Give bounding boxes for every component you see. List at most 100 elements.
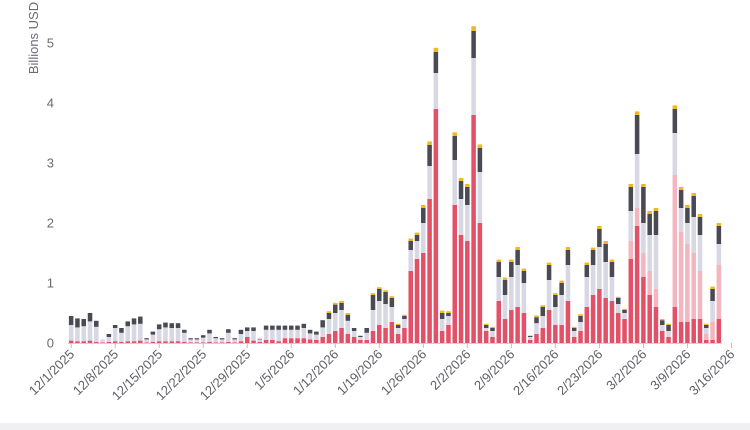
bar-segment <box>609 259 615 262</box>
y-tick-label: 2 <box>47 216 54 231</box>
bar-segment <box>364 332 369 340</box>
bar-segment <box>502 295 508 319</box>
bar-segment <box>263 325 269 330</box>
bar-segment <box>421 253 426 343</box>
bar-segment <box>150 334 156 342</box>
bar-segment <box>515 265 520 307</box>
bar-segment <box>660 319 665 321</box>
bar-segment <box>219 342 225 343</box>
bar-segment <box>465 184 470 187</box>
bar-segment <box>559 283 564 295</box>
x-tick-label: 1/26/2026 <box>378 347 430 399</box>
bar-segment <box>678 190 684 208</box>
bar-segment <box>490 337 495 343</box>
x-tick-label: 1/19/2026 <box>334 347 386 399</box>
bar-segment <box>672 175 678 307</box>
bar-segment <box>546 265 552 280</box>
bar-segment <box>571 331 577 337</box>
bar-segment <box>653 211 659 235</box>
bar-segment <box>483 323 489 325</box>
x-tick-label: 2/23/2026 <box>554 347 606 399</box>
bar-segment <box>238 341 244 343</box>
bar-segment <box>169 328 175 342</box>
bar-segment <box>226 341 231 343</box>
bar-segment <box>672 105 678 109</box>
bar-segment <box>697 217 703 235</box>
bar-segment <box>433 73 439 109</box>
bar-segment <box>408 238 413 241</box>
bar-segment <box>188 338 193 340</box>
bar-segment <box>144 339 149 343</box>
bar-segment <box>200 337 206 343</box>
x-tick-label: 3/16/2026 <box>686 347 738 399</box>
bar-segment <box>270 340 275 343</box>
bar-segment <box>553 295 558 307</box>
bar-segment <box>527 335 533 337</box>
bar-segment <box>156 329 162 342</box>
bar-segment <box>584 307 590 343</box>
bar-segment <box>138 316 143 324</box>
bar-segment <box>439 310 445 313</box>
bar-segment <box>395 334 401 343</box>
bar-segment <box>389 322 395 343</box>
bar-segment <box>169 341 175 343</box>
bar-segment <box>710 301 715 322</box>
bar-segment <box>691 193 696 196</box>
bar-segment <box>653 307 659 343</box>
bar-segment <box>477 148 483 172</box>
bar-segment <box>81 319 86 327</box>
bar-segment <box>421 208 426 223</box>
bar-segment <box>301 328 307 339</box>
bar-segment <box>87 321 93 341</box>
bar-segment <box>75 327 80 342</box>
bar-segment <box>540 316 546 328</box>
bar-segment <box>540 305 546 307</box>
bar-segment <box>295 338 300 343</box>
bar-segment <box>553 307 558 325</box>
bar-segment <box>326 311 332 313</box>
bar-segment <box>647 235 652 271</box>
bar-segment <box>339 302 344 310</box>
bar-segment <box>257 338 263 340</box>
bar-segment <box>81 341 86 343</box>
bar-segment <box>232 342 237 343</box>
bar-segment <box>395 325 401 328</box>
bar-segment <box>439 313 445 319</box>
bar-segment <box>565 247 571 250</box>
bar-segment <box>685 322 690 343</box>
bar-segment <box>119 328 124 333</box>
bar-segment <box>565 265 571 301</box>
bar-segment <box>458 178 464 181</box>
bar-segment <box>238 329 244 334</box>
bar-segment <box>553 325 558 343</box>
bar-segment <box>685 223 690 244</box>
bar-segment <box>578 331 583 343</box>
bar-segment <box>471 31 476 58</box>
bar-segment <box>546 262 552 265</box>
bar-segment <box>238 334 244 342</box>
bar-segment <box>678 232 684 322</box>
bar-segment <box>68 340 74 343</box>
bar-segment <box>100 339 105 343</box>
y-tick-label: 0 <box>47 336 54 351</box>
bar-segment <box>333 304 338 313</box>
bar-segment <box>597 289 602 343</box>
bar-segment <box>559 280 564 283</box>
bar-segment <box>647 295 652 343</box>
bar-segment <box>666 323 671 325</box>
bar-segment <box>213 337 219 339</box>
bar-segment <box>641 223 646 253</box>
bar-segment <box>194 338 200 340</box>
bar-segment <box>697 214 703 217</box>
bar-segment <box>502 319 508 343</box>
bar-segment <box>295 329 300 339</box>
bar-segment <box>364 328 369 333</box>
bar-segment <box>615 298 621 304</box>
bar-segment <box>452 136 458 160</box>
bar-segment <box>408 241 413 250</box>
bar-segment <box>263 329 269 340</box>
bar-segment <box>452 205 458 343</box>
bar-segment <box>377 301 382 325</box>
bar-segment <box>465 241 470 343</box>
bar-segment <box>383 290 388 292</box>
